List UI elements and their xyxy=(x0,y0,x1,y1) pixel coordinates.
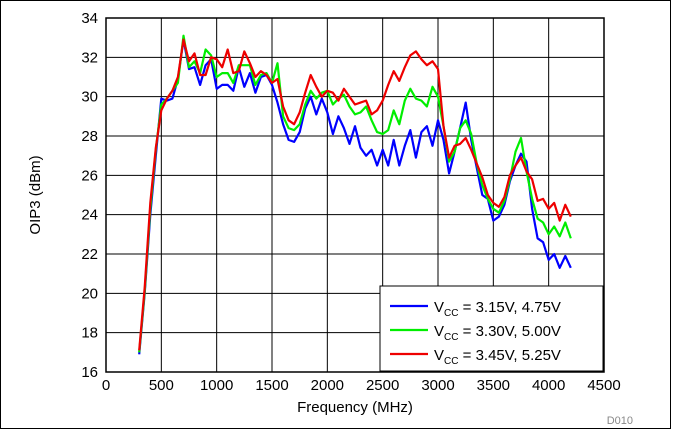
legend-label-2: VCC = 3.30V, 5.00V xyxy=(434,323,561,343)
axis-ticks: 0 500 1000 1500 2000 2500 3000 3500 4000 4500 16 18… xyxy=(81,10,620,394)
x-tick-label: 2000 xyxy=(311,377,344,394)
x-tick-label: 1000 xyxy=(200,377,233,394)
x-tick-label: 0 xyxy=(102,377,110,394)
x-tick-label: 500 xyxy=(149,377,174,394)
y-tick-label: 24 xyxy=(81,207,98,224)
legend-label-1: VCC = 3.15V, 4.75V xyxy=(434,299,561,319)
y-tick-label: 22 xyxy=(81,246,98,263)
x-tick-label: 4500 xyxy=(587,377,620,394)
y-tick-label: 28 xyxy=(81,128,98,145)
series-lines xyxy=(138,34,572,355)
series-line-3 xyxy=(138,38,572,351)
x-tick-label: 2500 xyxy=(366,377,399,394)
figure-id: D010 xyxy=(607,415,633,427)
y-tick-label: 32 xyxy=(81,49,98,66)
x-tick-label: 3000 xyxy=(421,377,454,394)
y-tick-label: 20 xyxy=(81,285,98,302)
legend-box xyxy=(379,285,604,372)
x-tick-label: 4000 xyxy=(532,377,565,394)
y-tick-label: 18 xyxy=(81,325,98,342)
y-tick-label: 26 xyxy=(81,167,98,184)
y-tick-label: 16 xyxy=(81,364,98,381)
y-axis-label: OIP3 (dBm) xyxy=(27,155,44,234)
legend-label-3: VCC = 3.45V, 5.25V xyxy=(434,347,561,367)
plot-area-border xyxy=(105,17,605,373)
y-tick-label: 30 xyxy=(81,89,98,106)
y-tick-label: 34 xyxy=(81,10,98,27)
x-axis-label: Frequency (MHz) xyxy=(297,399,413,416)
x-tick-label: 1500 xyxy=(255,377,288,394)
x-tick-label: 3500 xyxy=(477,377,510,394)
series-line-2 xyxy=(138,34,572,353)
legend: VCC = 3.15V, 4.75V VCC = 3.30V, 5.00V VCC … xyxy=(379,285,604,372)
